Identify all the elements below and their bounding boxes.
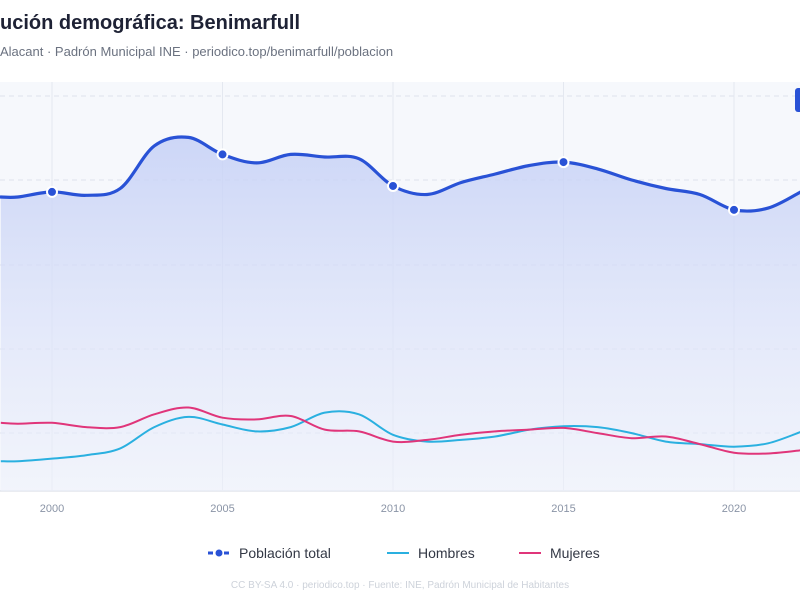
- series-area-poblacion-total: [0, 136, 800, 491]
- series-layer: [0, 135, 800, 491]
- legend-label: Mujeres: [550, 545, 600, 561]
- legend-swatch-line: [387, 552, 409, 554]
- page-title: ución demográfica: Benimarfull: [0, 12, 301, 34]
- x-tick-label: 2005: [210, 503, 234, 515]
- data-point-marker: [728, 203, 740, 216]
- legend-label: Población total: [239, 545, 331, 561]
- legend-swatch-line: [519, 552, 541, 554]
- data-point-marker: [216, 148, 229, 161]
- legend-item-poblacion-total[interactable]: Población total: [207, 545, 331, 561]
- legend-label: Hombres: [418, 545, 475, 561]
- data-point-marker: [387, 179, 399, 192]
- series-line-mujeres: [0, 406, 800, 455]
- legend-item-mujeres[interactable]: Mujeres: [518, 545, 600, 561]
- x-tick-label: 2010: [381, 503, 405, 515]
- series-line-hombres: [0, 410, 800, 463]
- x-tick-label: 2020: [722, 503, 746, 515]
- legend-swatch-dashed-dot: [208, 549, 230, 557]
- legend: Población total Hombres Mujeres: [0, 545, 800, 563]
- x-tick-label: 2015: [551, 503, 575, 515]
- data-point-marker: [46, 185, 58, 198]
- x-axis: 2000 2005 2010 2015 2020: [40, 503, 746, 515]
- tooltip-edge: [795, 88, 800, 112]
- x-tick-label: 2000: [40, 503, 64, 515]
- page-subtitle: Alacant · Padrón Municipal INE · periodi…: [0, 44, 394, 59]
- legend-item-hombres[interactable]: Hombres: [386, 545, 475, 561]
- footer-credits: CC BY-SA 4.0 · periodico.top · Fuente: I…: [230, 580, 570, 591]
- data-point-marker: [557, 156, 570, 169]
